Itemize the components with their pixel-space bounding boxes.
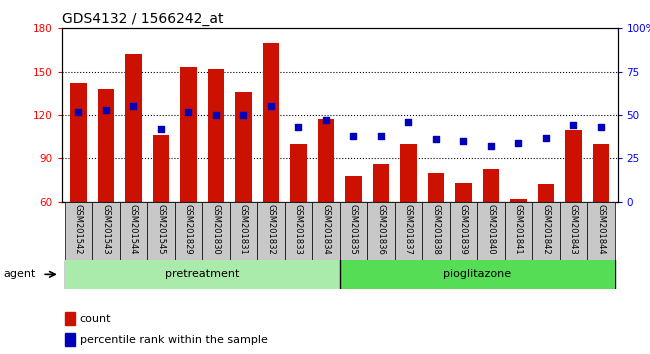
- Point: [183, 109, 194, 114]
- Text: GSM201829: GSM201829: [184, 204, 193, 254]
- Bar: [98, 89, 114, 289]
- Point: [431, 137, 441, 142]
- Text: pretreatment: pretreatment: [165, 269, 239, 279]
- Text: GDS4132 / 1566242_at: GDS4132 / 1566242_at: [62, 12, 223, 26]
- Bar: [372, 164, 389, 289]
- Bar: [560, 202, 587, 260]
- Bar: [285, 202, 312, 260]
- Bar: [532, 202, 560, 260]
- Point: [514, 140, 524, 145]
- Point: [266, 103, 276, 109]
- Bar: [477, 202, 504, 260]
- Point: [486, 143, 496, 149]
- Point: [320, 118, 331, 123]
- Bar: [64, 312, 75, 325]
- Bar: [257, 202, 285, 260]
- Point: [348, 133, 359, 139]
- Text: GSM201835: GSM201835: [349, 204, 358, 254]
- Bar: [587, 202, 615, 260]
- Bar: [538, 184, 554, 289]
- Text: agent: agent: [3, 269, 36, 279]
- Bar: [504, 202, 532, 260]
- Bar: [70, 83, 86, 289]
- Bar: [64, 260, 339, 289]
- Bar: [339, 202, 367, 260]
- Text: GSM201844: GSM201844: [597, 204, 606, 254]
- Bar: [64, 202, 92, 260]
- Text: GSM201542: GSM201542: [73, 204, 83, 254]
- Bar: [339, 260, 615, 289]
- Bar: [207, 69, 224, 289]
- Point: [155, 126, 166, 132]
- Bar: [153, 135, 169, 289]
- Text: GSM201832: GSM201832: [266, 204, 276, 254]
- Text: GSM201831: GSM201831: [239, 204, 248, 254]
- Text: count: count: [79, 314, 111, 324]
- Bar: [483, 169, 499, 289]
- Text: GSM201543: GSM201543: [101, 204, 111, 254]
- Text: GSM201842: GSM201842: [541, 204, 551, 254]
- Bar: [510, 199, 526, 289]
- Bar: [125, 55, 142, 289]
- Point: [568, 122, 578, 128]
- Bar: [64, 333, 75, 346]
- Text: GSM201839: GSM201839: [459, 204, 468, 254]
- Bar: [318, 119, 334, 289]
- Text: pioglitazone: pioglitazone: [443, 269, 512, 279]
- Bar: [455, 183, 472, 289]
- Bar: [202, 202, 229, 260]
- Bar: [367, 202, 395, 260]
- Bar: [400, 144, 417, 289]
- Bar: [120, 202, 147, 260]
- Text: GSM201838: GSM201838: [432, 204, 441, 255]
- Point: [458, 138, 469, 144]
- Bar: [450, 202, 477, 260]
- Point: [128, 103, 138, 109]
- Text: GSM201836: GSM201836: [376, 204, 385, 255]
- Text: percentile rank within the sample: percentile rank within the sample: [79, 335, 267, 345]
- Bar: [235, 92, 252, 289]
- Bar: [180, 67, 196, 289]
- Point: [376, 133, 386, 139]
- Bar: [395, 202, 422, 260]
- Text: GSM201843: GSM201843: [569, 204, 578, 254]
- Text: GSM201830: GSM201830: [211, 204, 220, 254]
- Text: GSM201837: GSM201837: [404, 204, 413, 255]
- Text: GSM201544: GSM201544: [129, 204, 138, 254]
- Point: [73, 109, 83, 114]
- Point: [101, 107, 111, 113]
- Bar: [263, 43, 279, 289]
- Bar: [593, 144, 609, 289]
- Bar: [175, 202, 202, 260]
- Bar: [229, 202, 257, 260]
- Bar: [147, 202, 175, 260]
- Text: GSM201840: GSM201840: [486, 204, 495, 254]
- Point: [541, 135, 551, 141]
- Point: [238, 112, 248, 118]
- Text: GSM201545: GSM201545: [156, 204, 165, 254]
- Point: [403, 119, 413, 125]
- Bar: [92, 202, 120, 260]
- Point: [211, 112, 221, 118]
- Text: GSM201841: GSM201841: [514, 204, 523, 254]
- Point: [293, 124, 304, 130]
- Text: GSM201833: GSM201833: [294, 204, 303, 255]
- Bar: [345, 176, 361, 289]
- Bar: [422, 202, 450, 260]
- Bar: [566, 130, 582, 289]
- Text: GSM201834: GSM201834: [321, 204, 330, 254]
- Bar: [312, 202, 339, 260]
- Bar: [428, 173, 444, 289]
- Bar: [290, 144, 307, 289]
- Point: [596, 124, 606, 130]
